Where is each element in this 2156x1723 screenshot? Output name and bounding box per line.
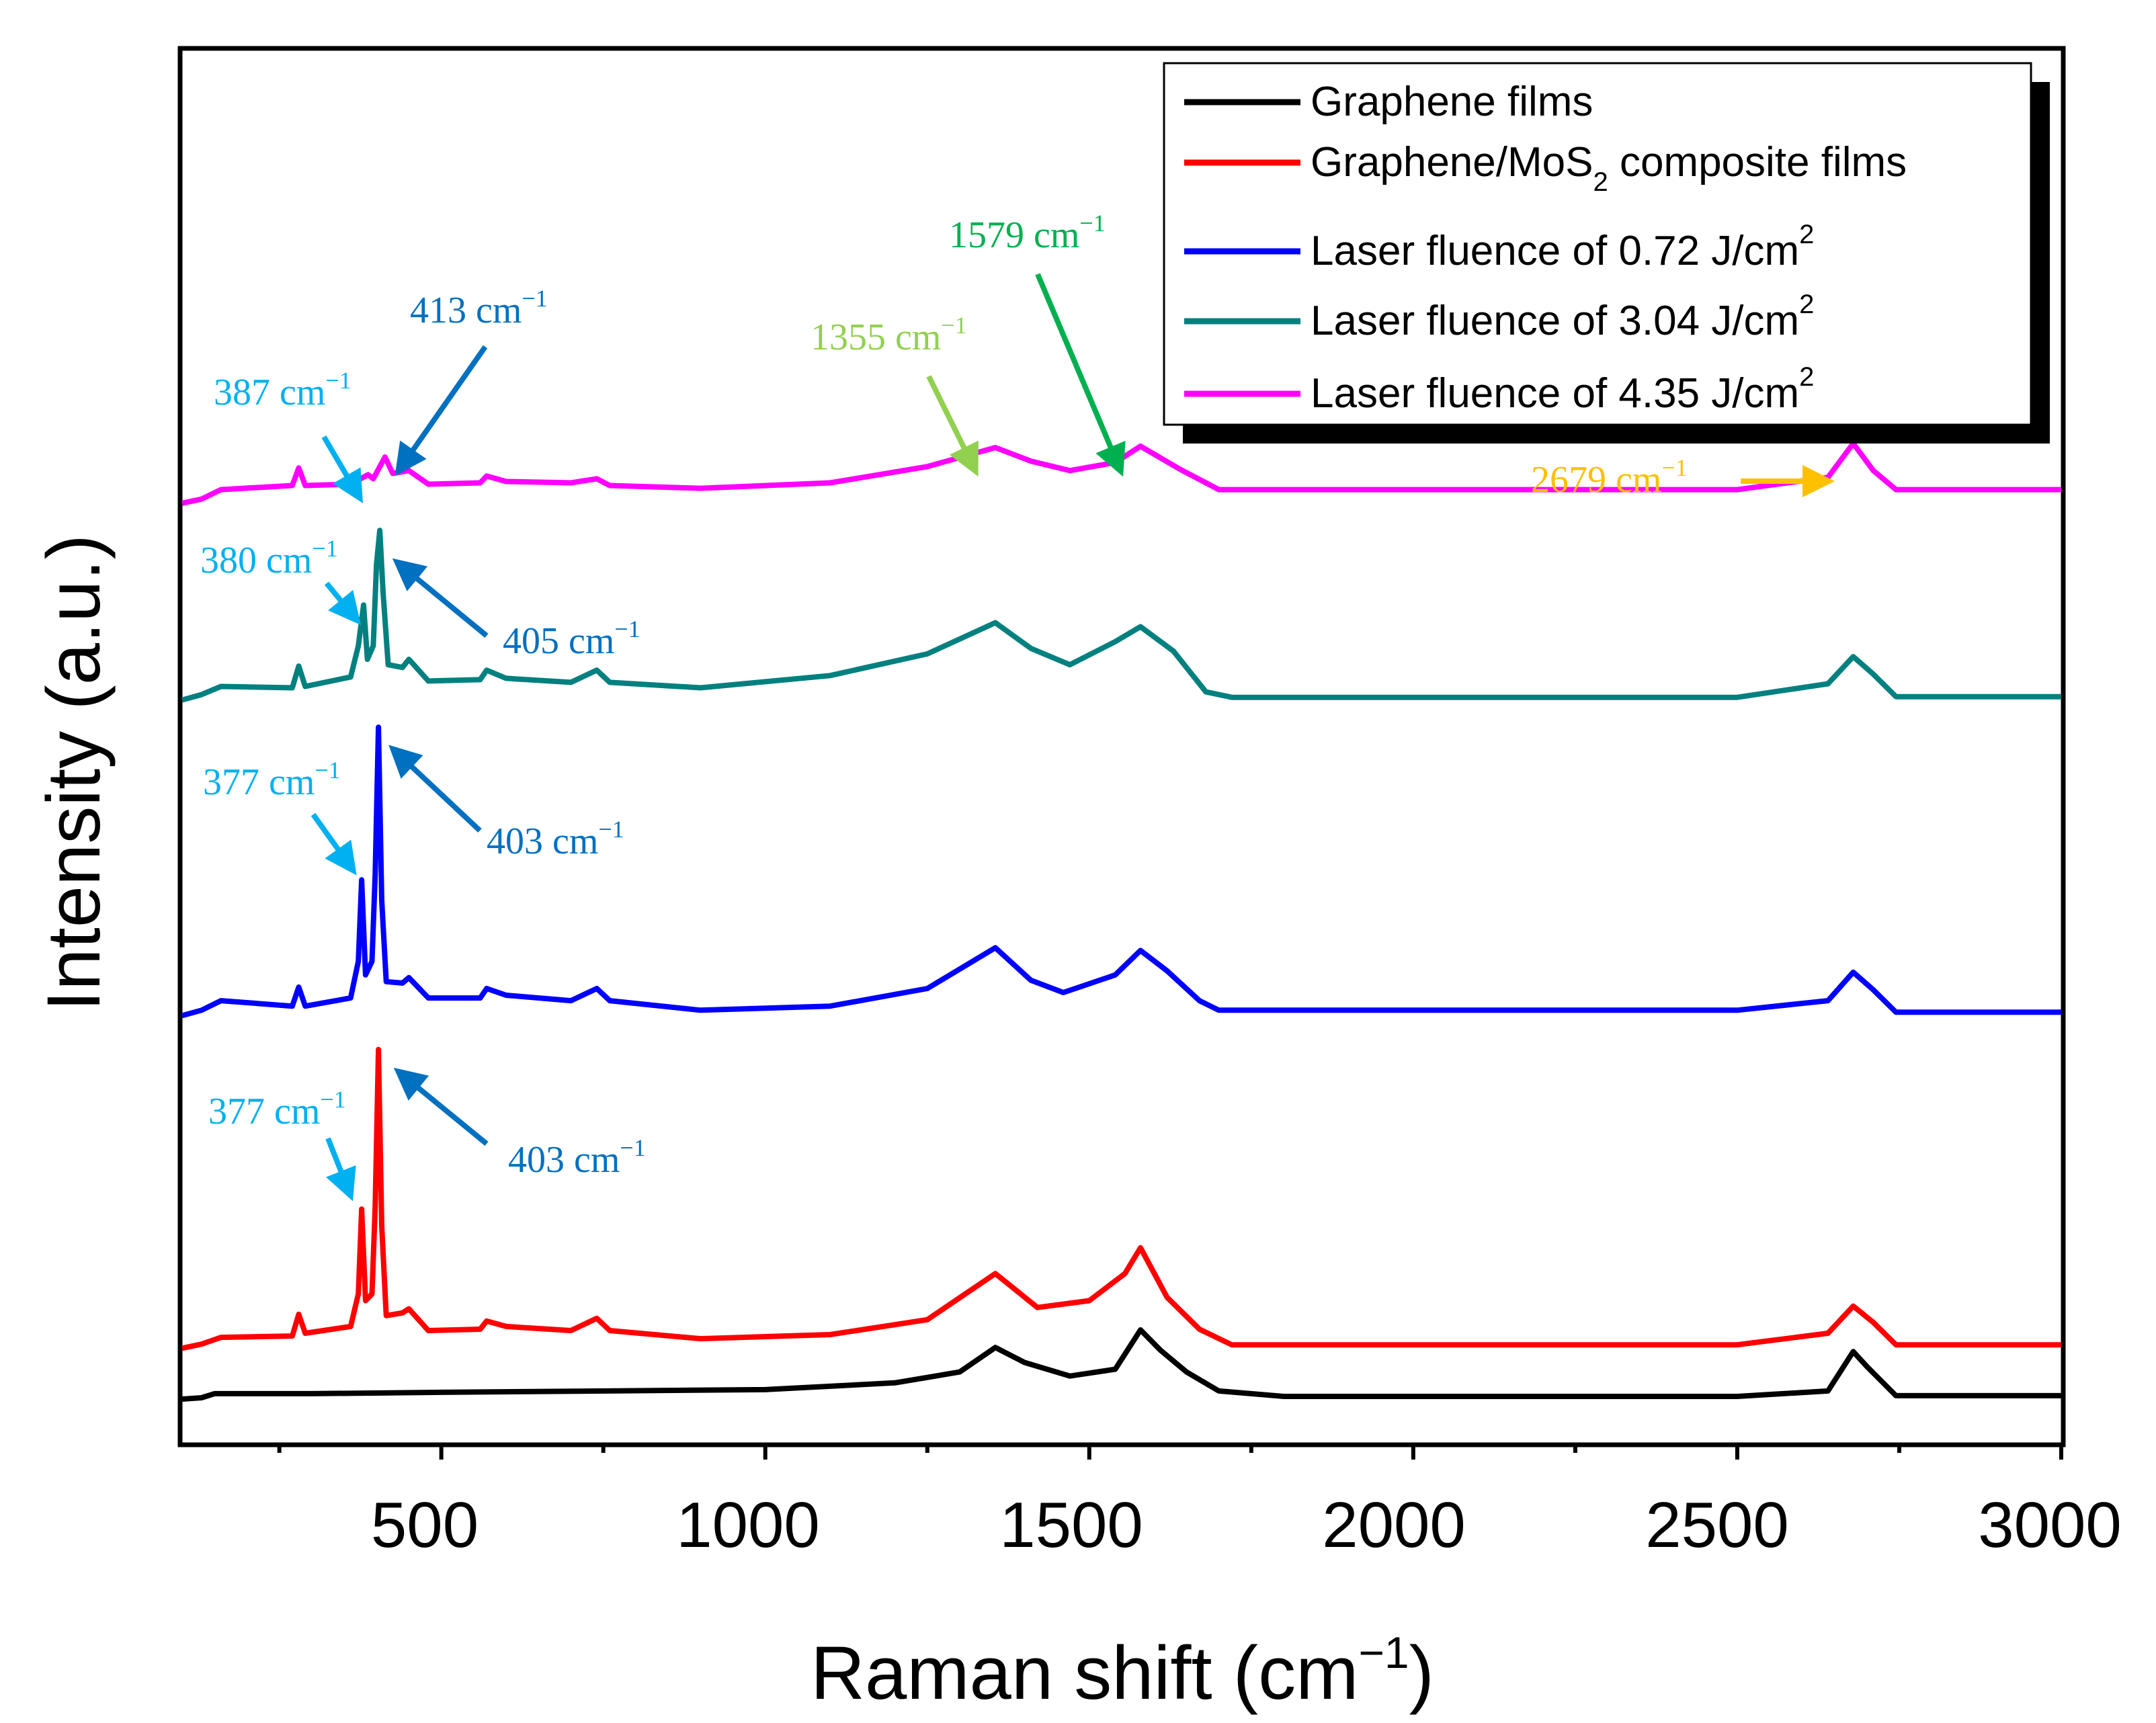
annotation-1355: 1355 cm−1: [811, 312, 967, 358]
annotations: 413 cm−1 387 cm−1 1355 cm−1 1579 cm−1 26…: [200, 210, 1835, 1202]
legend-label-f072: Laser fluence of 0.72 J/cm2: [1311, 220, 1814, 274]
x-axis-title: Raman shift (cm−1): [811, 1628, 1434, 1715]
annotation-377-blue: 377 cm−1: [203, 757, 341, 803]
annotation-377-red: 377 cm−1: [208, 1086, 346, 1132]
annotation-arrow-1355: [926, 375, 979, 477]
legend-label-graphene: Graphene films: [1311, 79, 1593, 125]
legend: Graphene films Graphene/MoS2 composite f…: [1163, 62, 2050, 444]
x-tick-label: 1500: [999, 1489, 1143, 1561]
annotation-arrow-377-blue: [310, 812, 357, 876]
x-axis-tick-labels: 500 1000 1500 2000 2500 3000: [371, 1489, 2122, 1561]
annotation-arrow-1579: [1035, 273, 1126, 477]
x-tick-label: 3000: [1978, 1489, 2122, 1561]
annotation-403-blue: 403 cm−1: [487, 816, 624, 862]
annotation-405: 405 cm−1: [503, 616, 640, 662]
x-tick-label: 2000: [1322, 1489, 1466, 1561]
annotation-387: 387 cm−1: [214, 367, 351, 413]
series-line-f435: [181, 440, 2061, 506]
plot-frame: [177, 46, 2066, 1447]
x-tick-label: 2500: [1645, 1489, 1789, 1561]
annotation-1579: 1579 cm−1: [949, 210, 1106, 256]
x-tick-label: 500: [371, 1489, 479, 1561]
series-line-f304: [181, 528, 2061, 703]
series-layer: [181, 440, 2061, 1402]
legend-box: [1163, 62, 2032, 426]
annotation-413: 413 cm−1: [410, 285, 548, 331]
annotation-2679: 2679 cm−1: [1531, 454, 1688, 501]
annotation-403-red: 403 cm−1: [508, 1134, 646, 1181]
series-line-f072: [181, 724, 2061, 1019]
series-line-composite: [181, 1046, 2061, 1351]
annotation-arrow-403-blue: [388, 745, 482, 833]
series-line-graphene: [181, 1327, 2061, 1402]
annotation-arrow-405: [392, 558, 489, 638]
annotation-arrow-380: [324, 581, 362, 626]
annotation-arrow-377-red: [325, 1137, 356, 1202]
annotation-arrow-413: [395, 345, 488, 476]
annotation-arrow-403-red: [393, 1067, 489, 1146]
x-axis-ticks: [277, 1443, 2063, 1460]
legend-label-f435: Laser fluence of 4.35 J/cm2: [1311, 362, 1814, 417]
y-axis-title: Intensity (a.u.): [32, 534, 116, 1011]
annotation-380: 380 cm−1: [200, 535, 338, 581]
annotation-arrow-387: [321, 435, 364, 503]
legend-label-composite: Graphene/MoS2 composite films: [1311, 139, 1907, 197]
legend-label-f304: Laser fluence of 3.04 J/cm2: [1311, 290, 1814, 344]
x-tick-label: 1000: [676, 1489, 820, 1561]
